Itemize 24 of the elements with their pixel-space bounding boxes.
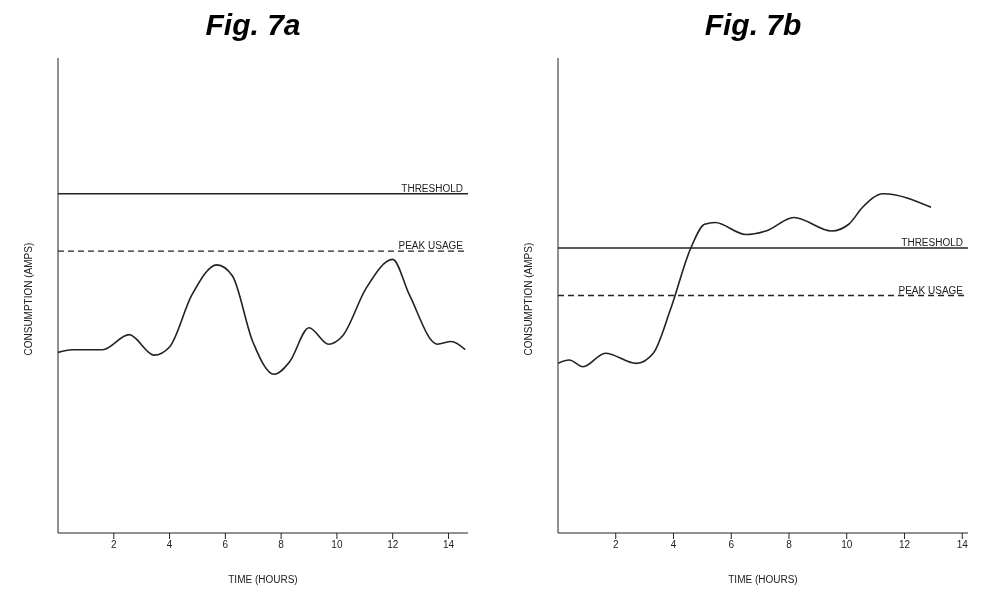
chart-title: Fig. 7a bbox=[204, 8, 302, 43]
x-tick-label: 2 bbox=[612, 539, 619, 551]
x-tick-label: 6 bbox=[222, 539, 229, 551]
ref-line-label: THRESHOLD bbox=[901, 237, 963, 249]
x-tick-label: 8 bbox=[278, 539, 285, 551]
x-tick-label: 14 bbox=[956, 539, 969, 551]
x-tick-label: 8 bbox=[786, 539, 793, 551]
x-tick-label: 4 bbox=[166, 539, 173, 551]
x-tick-label: 2 bbox=[111, 539, 117, 551]
x-tick-label: 12 bbox=[898, 539, 911, 551]
x-tick-label: 12 bbox=[387, 539, 399, 551]
x-tick-label: 4 bbox=[670, 539, 677, 551]
x-tick-label: 14 bbox=[442, 539, 455, 551]
x-tick-label: 10 bbox=[331, 539, 343, 551]
x-tick-label: 10 bbox=[841, 539, 853, 551]
ref-line-label: THRESHOLD bbox=[401, 182, 463, 194]
x-tick-label: 6 bbox=[728, 539, 735, 551]
y-axis-title: CONSUMPTION (AMPS) bbox=[522, 242, 534, 356]
y-axis-title: CONSUMPTION (AMPS) bbox=[22, 242, 34, 356]
ref-line-label: PEAK USAGE bbox=[398, 240, 464, 252]
x-axis-title: TIME (HOURS) bbox=[728, 574, 798, 585]
chart-title: Fig. 7b bbox=[703, 8, 803, 43]
ref-line-label: PEAK USAGE bbox=[898, 284, 964, 296]
x-axis-title: TIME (HOURS) bbox=[228, 574, 298, 585]
